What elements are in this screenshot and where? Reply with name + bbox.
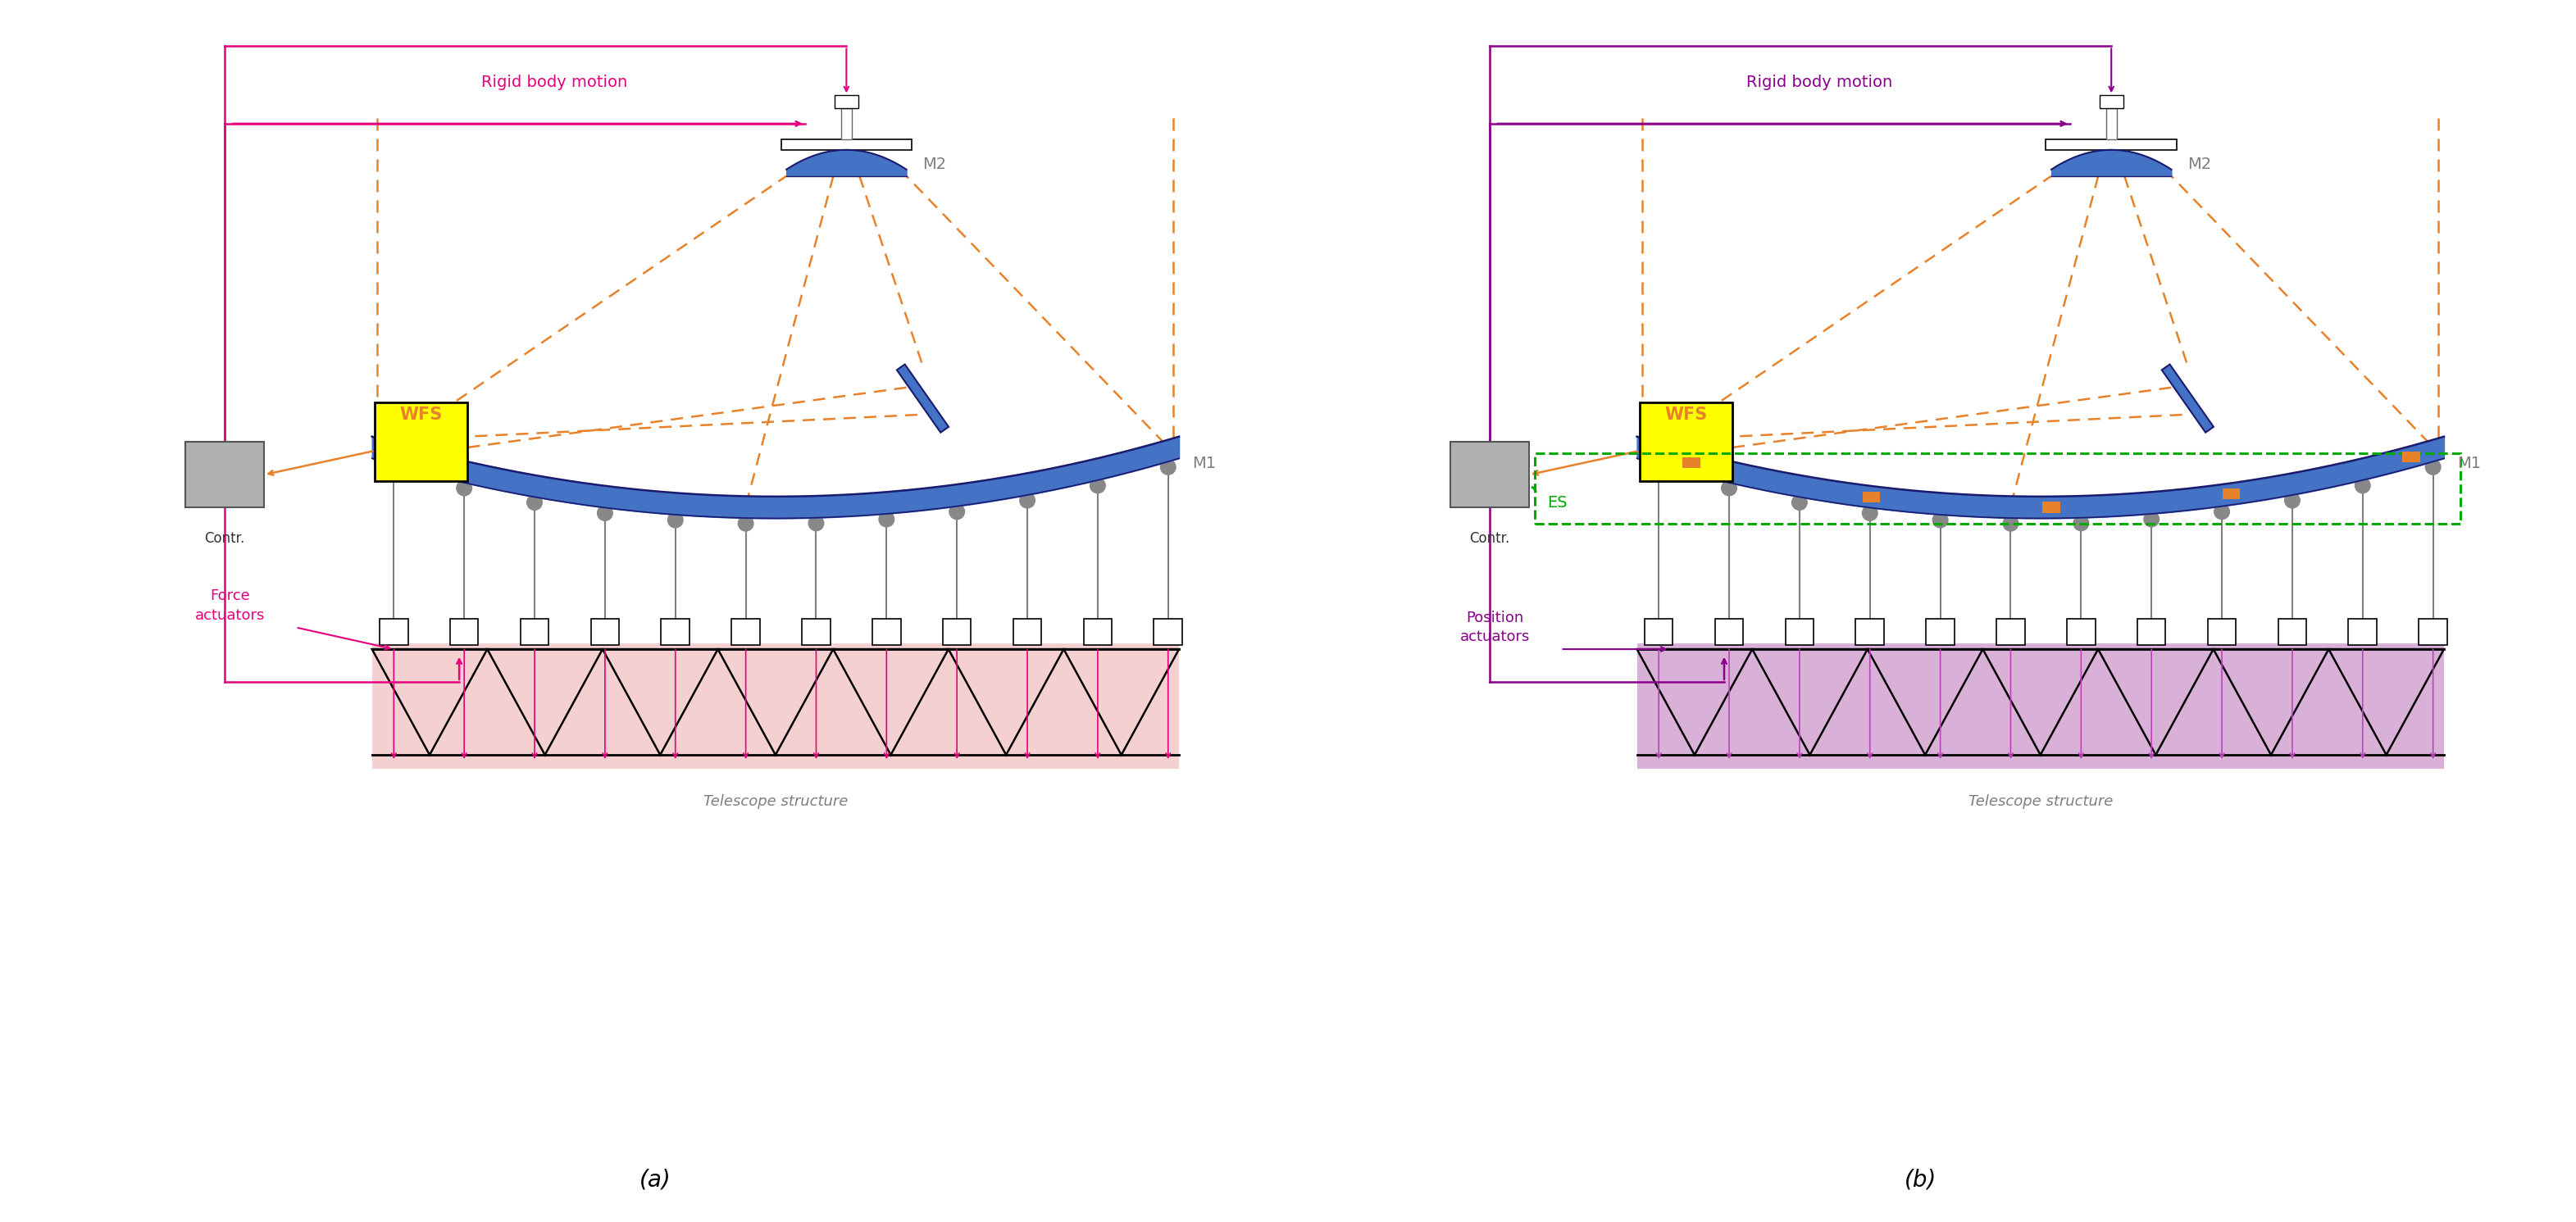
Bar — [2099, 95, 2123, 109]
Circle shape — [456, 480, 471, 496]
Polygon shape — [896, 364, 948, 433]
Circle shape — [598, 506, 613, 521]
Text: Telescope structure: Telescope structure — [1968, 794, 2112, 809]
Bar — [2277, 618, 2306, 645]
Text: Contr.: Contr. — [204, 532, 245, 546]
Bar — [374, 403, 466, 481]
Bar — [2208, 618, 2236, 645]
Circle shape — [1862, 506, 1878, 521]
Circle shape — [809, 516, 824, 530]
Text: Position
actuators: Position actuators — [1461, 610, 1530, 644]
Bar — [1641, 403, 1731, 481]
Text: M2: M2 — [2187, 156, 2213, 172]
Bar — [781, 139, 912, 150]
Bar — [873, 618, 902, 645]
Bar — [1785, 618, 1814, 645]
Bar — [732, 618, 760, 645]
Bar — [1716, 618, 1744, 645]
Bar — [1855, 618, 1883, 645]
Bar — [840, 109, 853, 139]
Bar — [662, 618, 690, 645]
Bar — [1636, 644, 2445, 769]
Bar — [590, 618, 618, 645]
Text: (b): (b) — [1904, 1168, 1937, 1191]
Bar — [451, 618, 479, 645]
Bar — [379, 618, 407, 645]
Circle shape — [2074, 516, 2089, 530]
Circle shape — [2215, 503, 2228, 519]
Bar — [1996, 618, 2025, 645]
Bar — [1535, 453, 2460, 524]
Bar — [1682, 457, 1700, 468]
Circle shape — [1090, 478, 1105, 494]
Bar — [1862, 491, 1880, 502]
Text: ES: ES — [1548, 495, 1569, 511]
Circle shape — [1793, 495, 1808, 510]
Bar — [1084, 618, 1113, 645]
Bar — [943, 618, 971, 645]
Bar — [2043, 502, 2061, 513]
Bar — [371, 644, 1180, 769]
Text: M2: M2 — [922, 156, 945, 172]
Bar — [2223, 489, 2241, 500]
Polygon shape — [2161, 364, 2213, 433]
Bar — [2105, 109, 2117, 139]
Text: (a): (a) — [639, 1168, 672, 1191]
Bar — [2419, 618, 2447, 645]
Circle shape — [2427, 459, 2439, 474]
Circle shape — [1020, 492, 1036, 508]
Text: M1: M1 — [2458, 456, 2481, 472]
Bar — [2403, 451, 2419, 462]
Circle shape — [528, 495, 541, 510]
Bar — [1012, 618, 1041, 645]
Bar — [2066, 618, 2094, 645]
Circle shape — [1932, 512, 1947, 528]
Text: M1: M1 — [1193, 456, 1216, 472]
Bar — [801, 618, 829, 645]
Circle shape — [2354, 478, 2370, 494]
Text: Telescope structure: Telescope structure — [703, 794, 848, 809]
Text: Rigid body motion: Rigid body motion — [482, 75, 626, 90]
Text: Rigid body motion: Rigid body motion — [1747, 75, 1893, 90]
Circle shape — [2143, 512, 2159, 527]
Circle shape — [386, 462, 402, 478]
Text: Force
actuators: Force actuators — [196, 589, 265, 622]
Circle shape — [2285, 492, 2300, 508]
Circle shape — [667, 512, 683, 528]
Circle shape — [1721, 480, 1736, 496]
Circle shape — [1159, 459, 1175, 474]
Circle shape — [739, 516, 752, 532]
Bar — [2349, 618, 2378, 645]
Bar — [1450, 442, 1530, 507]
Bar — [1643, 618, 1672, 645]
Bar — [2045, 139, 2177, 150]
Circle shape — [951, 503, 963, 519]
Bar — [835, 95, 858, 109]
Text: WFS: WFS — [1664, 407, 1708, 423]
Circle shape — [878, 512, 894, 527]
Text: Contr.: Contr. — [1468, 532, 1510, 546]
Bar — [1154, 618, 1182, 645]
Bar — [520, 618, 549, 645]
Bar — [1927, 618, 1955, 645]
Circle shape — [2004, 516, 2020, 532]
Bar — [185, 442, 263, 507]
Bar — [2138, 618, 2166, 645]
Circle shape — [1651, 462, 1667, 478]
Text: WFS: WFS — [399, 407, 443, 423]
